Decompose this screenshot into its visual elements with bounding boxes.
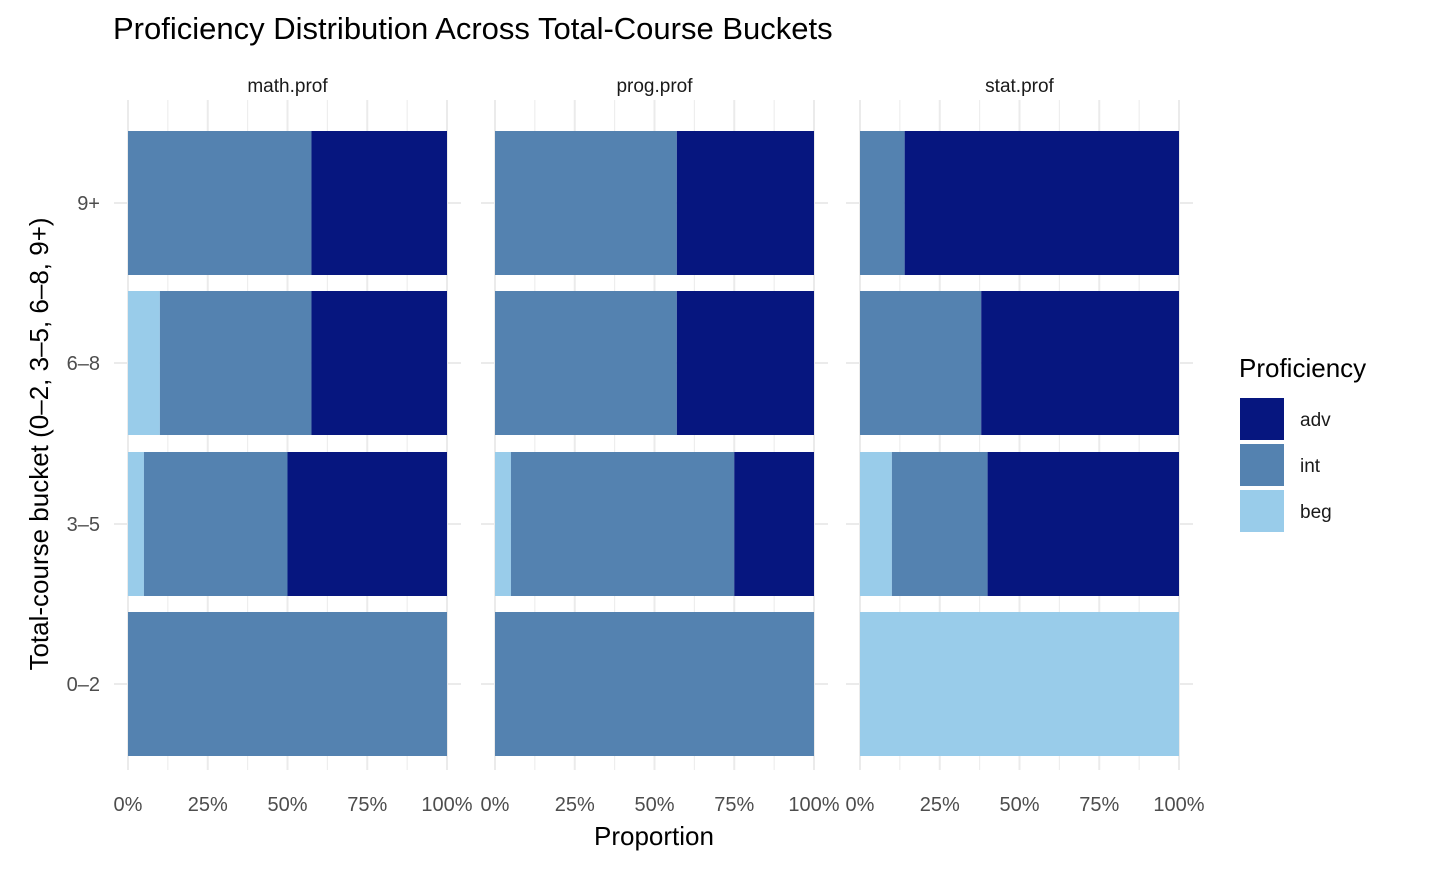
panel-stat-prof: stat.prof 0% 25% 50% 75% 100% <box>846 76 1205 816</box>
y-tick-label: 3–5 <box>67 514 100 536</box>
legend-key-int <box>1240 444 1284 486</box>
panel-strip-label: stat.prof <box>985 76 1054 97</box>
x-tick-label: 100% <box>1153 794 1204 816</box>
y-axis-label: Total-course bucket (0–2, 3–5, 6–8, 9+) <box>24 217 54 670</box>
bar-segment-beg <box>495 452 511 596</box>
bar-segment-int <box>860 131 905 275</box>
x-tick-label: 75% <box>714 794 754 816</box>
bar-segment-beg <box>860 612 1179 756</box>
x-axis-label: Proportion <box>594 821 714 851</box>
bar-segment-adv <box>676 291 814 435</box>
x-tick-label: 50% <box>999 794 1039 816</box>
legend-label-int: int <box>1300 456 1321 477</box>
x-tick-label: 0% <box>481 794 510 816</box>
panel-math-prof: math.prof 0% 25% 50% 75% 100% <box>114 76 473 816</box>
bar-segment-int <box>128 612 447 756</box>
bar-segment-adv <box>987 452 1179 596</box>
x-tick-label: 100% <box>788 794 839 816</box>
bar-segment-int <box>510 452 735 596</box>
x-tick-label: 75% <box>1079 794 1119 816</box>
bar-segment-adv <box>311 291 447 435</box>
bar-segment-adv <box>676 131 814 275</box>
panel-strip-label: math.prof <box>247 76 328 97</box>
x-tick-label: 75% <box>347 794 387 816</box>
bar-segment-int <box>891 452 988 596</box>
x-tick-label: 50% <box>267 794 307 816</box>
legend-key-beg <box>1240 490 1284 532</box>
x-tick-label: 50% <box>634 794 674 816</box>
bar-segment-adv <box>904 131 1179 275</box>
bar-segment-int <box>143 452 288 596</box>
legend-label-adv: adv <box>1300 410 1331 431</box>
bar-segment-int <box>128 131 312 275</box>
x-tick-label: 100% <box>421 794 472 816</box>
legend: Proficiency adv int beg <box>1239 353 1366 532</box>
bar-segment-adv <box>287 452 447 596</box>
legend-key-adv <box>1240 398 1284 440</box>
y-tick-label: 6–8 <box>67 353 100 375</box>
legend-label-beg: beg <box>1300 502 1332 523</box>
panel-prog-prof: prog.prof 0% 25% 50% 75% 100% <box>481 76 840 816</box>
x-tick-label: 0% <box>846 794 875 816</box>
bar-segment-adv <box>734 452 814 596</box>
bar-segment-int <box>495 131 677 275</box>
bar-segment-beg <box>128 452 144 596</box>
y-tick-label: 9+ <box>77 193 100 215</box>
bar-segment-adv <box>311 131 447 275</box>
y-tick-labels: 0–2 3–5 6–8 9+ <box>67 193 100 696</box>
chart-title: Proficiency Distribution Across Total-Co… <box>113 11 833 46</box>
bar-segment-beg <box>128 291 160 435</box>
bar-segment-int <box>495 612 814 756</box>
panel-strip-label: prog.prof <box>616 76 693 97</box>
y-tick-label: 0–2 <box>67 674 100 696</box>
bar-segment-int <box>159 291 312 435</box>
x-tick-label: 25% <box>555 794 595 816</box>
panels: math.prof 0% 25% 50% 75% 100% prog.prof 0% 25% 50… <box>114 76 1205 816</box>
x-tick-label: 25% <box>920 794 960 816</box>
x-tick-label: 25% <box>188 794 228 816</box>
bar-segment-beg <box>860 452 892 596</box>
bar-segment-int <box>495 291 677 435</box>
bar-segment-int <box>860 291 982 435</box>
legend-title: Proficiency <box>1239 353 1366 383</box>
x-tick-label: 0% <box>114 794 143 816</box>
bar-segment-adv <box>981 291 1179 435</box>
